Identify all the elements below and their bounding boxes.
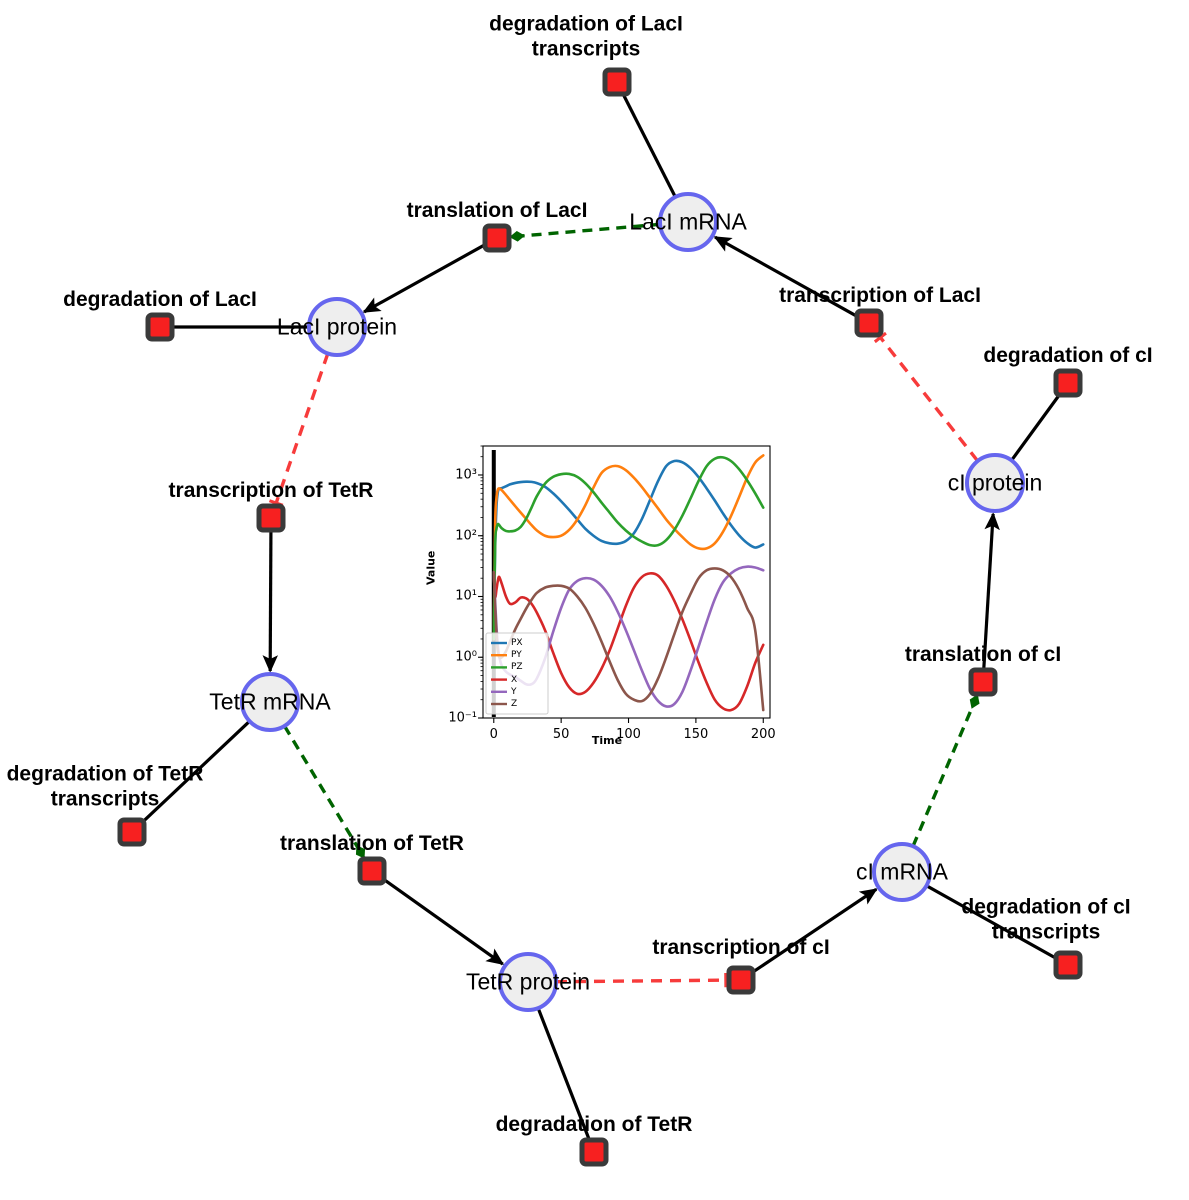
reaction-label: degradation of TetR (495, 1113, 693, 1137)
species-node[interactable] (658, 192, 718, 252)
edge-product (383, 878, 505, 966)
x-tick-label: 0 (489, 727, 498, 742)
reaction-node[interactable] (482, 223, 512, 253)
edge-layer (142, 93, 1061, 1141)
edge-inhibition (555, 972, 728, 988)
legend-entry: PZ (511, 662, 523, 673)
x-axis-label: Time (591, 734, 623, 747)
reaction-node[interactable] (968, 667, 998, 697)
reaction-label: translation of cI (904, 643, 1062, 667)
species-label: TetR mRNA (209, 688, 331, 715)
reaction-label: translation of TetR (280, 832, 464, 856)
reaction-label: transcription of TetR (168, 479, 374, 503)
species-label: cI mRNA (856, 858, 948, 885)
plot-svg (478, 445, 771, 723)
reaction-node[interactable] (1053, 950, 1083, 980)
y-tick-label: 10⁰ (455, 649, 477, 665)
reaction-label: degradation of cI (983, 344, 1153, 368)
species-node[interactable] (965, 453, 1025, 513)
reaction-label: transcription of cI (652, 936, 830, 960)
series-PZ (492, 455, 765, 641)
species-node[interactable] (872, 842, 932, 902)
x-tick-label: 200 (750, 727, 776, 742)
x-tick-label: 100 (616, 727, 641, 742)
reaction-label: degradation of LacI (63, 288, 257, 312)
series-PX (492, 459, 765, 641)
species-node[interactable] (240, 672, 300, 732)
edge-product (982, 512, 1000, 671)
species-label: LacI protein (276, 313, 398, 340)
node-layer (117, 67, 1083, 1167)
reaction-label: degradation of LacI transcripts (489, 12, 683, 61)
reaction-node[interactable] (145, 312, 175, 342)
reaction-node[interactable] (854, 308, 884, 338)
series-X (492, 571, 765, 712)
edge-product (713, 235, 858, 318)
edge-reactant (536, 1007, 591, 1141)
legend-entry: PX (511, 638, 523, 648)
x-tick-label: 150 (683, 727, 709, 742)
edge-reactant (925, 884, 1057, 960)
legend-entry: PY (511, 650, 522, 661)
species-label: cI protein (947, 469, 1043, 496)
species-label: LacI mRNA (629, 208, 747, 235)
reaction-node[interactable] (1053, 368, 1083, 398)
reaction-label: degradation of cI transcripts (961, 895, 1131, 944)
edge-inhibition (873, 331, 980, 463)
timecourse-plot-inset: Time Value 10⁻¹ 10⁰ 10¹ 10² 10³ 0 50 100 150 200 P… (425, 437, 779, 755)
edge-catalysis (283, 725, 366, 859)
reaction-node[interactable] (602, 67, 632, 97)
reaction-node[interactable] (117, 817, 147, 847)
edge-catalysis (509, 222, 661, 242)
edge-reactant (142, 720, 251, 822)
species-node[interactable] (307, 297, 367, 357)
y-tick-label: 10³ (455, 467, 477, 483)
y-axis-label: Value (424, 550, 438, 585)
edge-reactant (621, 93, 677, 198)
reaction-label: translation of LacI (406, 199, 588, 223)
y-tick-label: 10⁻¹ (448, 710, 477, 726)
legend-entry: Z (511, 699, 518, 709)
reaction-node[interactable] (579, 1137, 609, 1167)
reaction-node[interactable] (726, 965, 756, 995)
legend-entry: Y (511, 686, 517, 697)
reaction-node[interactable] (357, 856, 387, 886)
y-tick-label: 10¹ (455, 588, 477, 604)
series-PY (492, 454, 765, 641)
species-node[interactable] (498, 952, 558, 1012)
edge-reactant (1010, 394, 1061, 462)
edge-product (362, 243, 486, 314)
y-tick-label: 10² (455, 528, 477, 544)
legend-entry: X (511, 674, 518, 685)
reaction-node[interactable] (256, 503, 286, 533)
reaction-label: degradation of TetR transcripts (6, 762, 204, 811)
edge-inhibition (268, 352, 330, 507)
edge-product (262, 529, 278, 673)
chart-legend (485, 632, 549, 715)
species-label: TetR protein (465, 968, 591, 995)
edge-catalysis (911, 694, 980, 847)
reaction-label: transcription of LacI (779, 284, 981, 308)
x-tick-label: 50 (552, 727, 570, 742)
edge-product (752, 887, 878, 974)
